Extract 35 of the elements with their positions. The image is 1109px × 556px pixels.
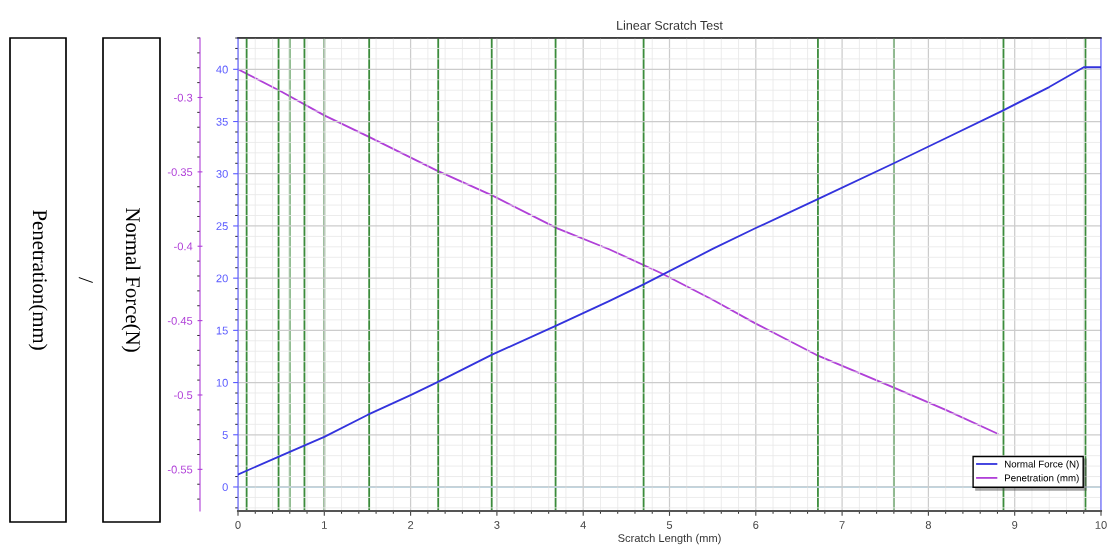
x-tick-label: 7 — [839, 521, 845, 529]
x-tick-label: 4 — [580, 521, 586, 529]
text: Normal Force(N) — [121, 208, 141, 352]
x-tick-label: 2 — [408, 521, 414, 529]
y2-tick-label: -0.35 — [167, 168, 193, 176]
y2-tick-label: -0.55 — [167, 465, 193, 474]
y2-tick-label: -0.5 — [174, 391, 193, 400]
x-tick-label: 8 — [925, 521, 932, 529]
x-tick-label: 1 — [322, 521, 327, 529]
x-tick-label: 5 — [666, 521, 673, 529]
chart-title: Linear Scratch Test — [617, 20, 723, 30]
y-tick-label: 40 — [216, 65, 228, 74]
x-tick-label: 3 — [494, 521, 500, 529]
y-tick-label: 30 — [216, 170, 228, 178]
y2-tick-label: -0.45 — [167, 316, 193, 325]
text: Penetration(mm) — [28, 210, 48, 350]
y-tick-label: 0 — [222, 483, 228, 492]
y2-tick-label: -0.3 — [174, 93, 193, 102]
x-tick-label: 0 — [235, 521, 241, 529]
y-tick-label: 20 — [216, 274, 228, 283]
y-tick-label: 15 — [216, 326, 228, 335]
y-tick-label: 10 — [216, 378, 228, 387]
y-tick-label: 5 — [222, 431, 228, 439]
x-tick-label: 6 — [753, 521, 759, 529]
line-series — [238, 66, 1101, 476]
x-axis-title: Scratch Length (mm) — [618, 533, 721, 545]
y2-tick-label: -0.4 — [174, 242, 193, 251]
y-tick-label: 35 — [216, 117, 228, 126]
y-tick-label: 25 — [216, 222, 228, 231]
x-tick-label: 9 — [1012, 521, 1018, 529]
x-tick-label: 10 — [1095, 521, 1107, 529]
legend-label: Normal Force (N) — [1005, 460, 1079, 470]
text: / — [78, 277, 93, 283]
legend-label: Penetration (mm) — [1005, 474, 1079, 484]
line-series — [238, 68, 999, 435]
